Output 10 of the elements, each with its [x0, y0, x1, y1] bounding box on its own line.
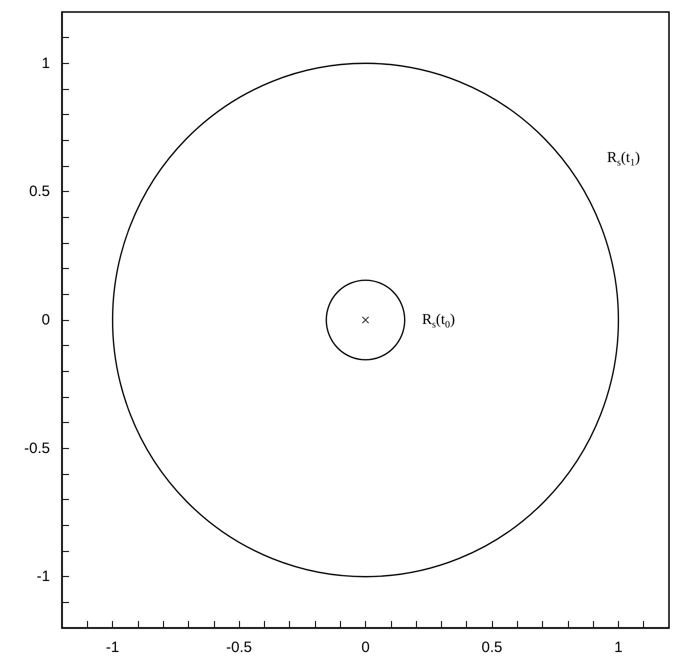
y-tick-label: 0 [42, 312, 50, 328]
y-tick-label: -1 [36, 568, 50, 586]
y-tick-label: 0.5 [29, 183, 50, 200]
y-tick-label: -0.5 [24, 440, 50, 457]
x-tick-label: 1 [614, 639, 623, 656]
x-tick-label: 0.5 [482, 639, 502, 656]
y-tick-label: 1 [42, 54, 50, 72]
x-tick-label: -1 [106, 639, 120, 656]
x-tick-label: -0.5 [226, 639, 252, 656]
x-tick-label: 0 [361, 639, 370, 656]
